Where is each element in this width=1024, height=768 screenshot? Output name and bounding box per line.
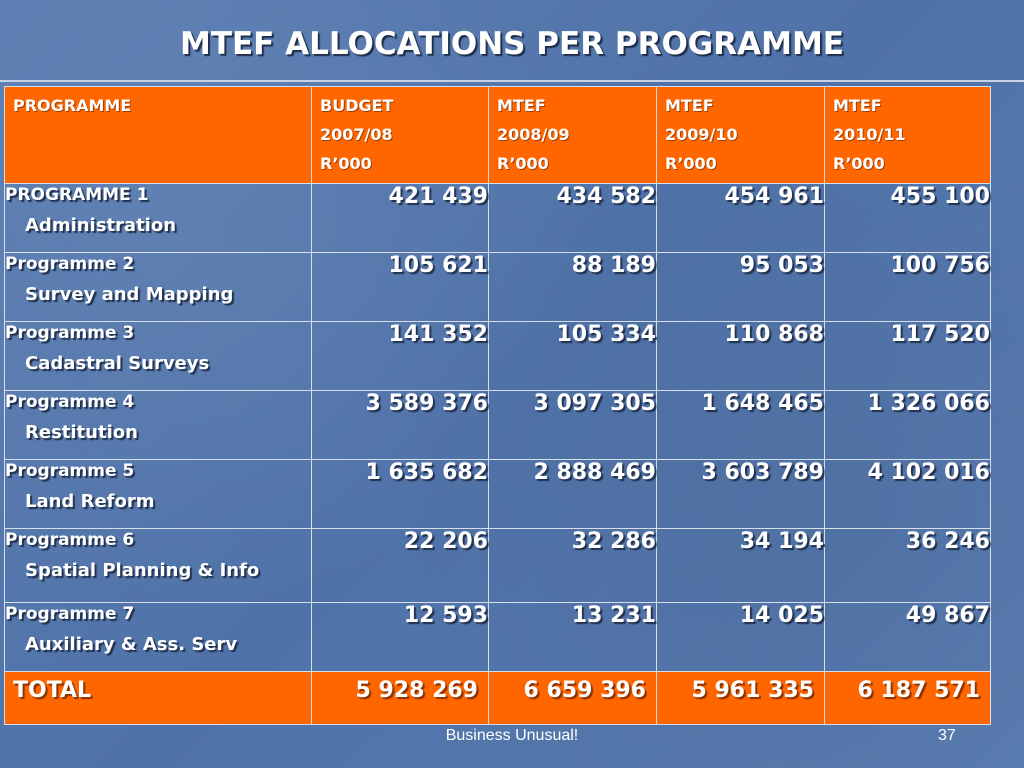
value-cell: 434 582 (488, 183, 657, 253)
programme-description: Restitution (25, 422, 138, 443)
total-value-cell: 6 659 396 (488, 671, 657, 725)
header-line: R’000 (665, 154, 717, 173)
value-cell: 3 589 376 (311, 390, 489, 460)
header-programme: PROGRAMME (4, 86, 312, 184)
value-cell: 12 593 (311, 602, 489, 672)
header-line: MTEF (665, 96, 714, 115)
header-line: 2009/10 (665, 125, 738, 144)
value-cell: 100 756 (824, 252, 991, 322)
table-row: Programme 3 Cadastral Surveys 141 352 10… (4, 321, 991, 391)
programme-name: Programme 3 (5, 323, 135, 343)
total-value-cell: 5 928 269 (311, 671, 489, 725)
header-line: BUDGET (320, 96, 394, 115)
value-cell: 1 635 682 (311, 459, 489, 529)
value-cell: 49 867 (824, 602, 991, 672)
value-cell: 1 326 066 (824, 390, 991, 460)
value-cell: 88 189 (488, 252, 657, 322)
value-cell: 4 102 016 (824, 459, 991, 529)
table-row: PROGRAMME 1 Administration 421 439 434 5… (4, 183, 991, 253)
value-cell: 421 439 (311, 183, 489, 253)
programme-description: Cadastral Surveys (25, 353, 210, 374)
total-value-cell: 5 961 335 (656, 671, 825, 725)
value-cell: 13 231 (488, 602, 657, 672)
programme-description: Survey and Mapping (25, 284, 234, 305)
programme-name: Programme 2 (5, 254, 135, 274)
value-cell: 36 246 (824, 528, 991, 603)
value-cell: 22 206 (311, 528, 489, 603)
header-line: R’000 (833, 154, 885, 173)
table-row: Programme 6 Spatial Planning & Info 22 2… (4, 528, 991, 603)
programme-cell: Programme 7 Auxiliary & Ass. Serv (4, 602, 312, 672)
header-line: MTEF (833, 96, 882, 115)
programme-name: Programme 6 (5, 530, 135, 550)
header-line: R’000 (320, 154, 372, 173)
programme-cell: Programme 6 Spatial Planning & Info (4, 528, 312, 603)
page-number: 37 (938, 727, 956, 744)
value-cell: 3 603 789 (656, 459, 825, 529)
table-row: Programme 4 Restitution 3 589 376 3 097 … (4, 390, 991, 460)
total-value-cell: 6 187 571 (824, 671, 991, 725)
programme-name: Programme 7 (5, 604, 135, 624)
header-mtef-2008-09: MTEF 2008/09 R’000 (488, 86, 657, 184)
programme-description: Administration (25, 215, 177, 236)
programme-description: Land Reform (25, 491, 155, 512)
programme-name: Programme 5 (5, 461, 135, 481)
programme-cell: Programme 5 Land Reform (4, 459, 312, 529)
programme-cell: Programme 4 Restitution (4, 390, 312, 460)
allocations-table: PROGRAMME BUDGET 2007/08 R’000 MTEF 2008… (4, 86, 991, 725)
header-budget-2007-08: BUDGET 2007/08 R’000 (311, 86, 489, 184)
value-cell: 105 334 (488, 321, 657, 391)
footer-text: Business Unusual! (445, 727, 579, 744)
slide-title: MTEF ALLOCATIONS PER PROGRAMME (179, 26, 844, 62)
header-line: 2010/11 (833, 125, 906, 144)
value-cell: 2 888 469 (488, 459, 657, 529)
value-cell: 454 961 (656, 183, 825, 253)
programme-description: Spatial Planning & Info (25, 560, 260, 581)
programme-description: Auxiliary & Ass. Serv (25, 634, 238, 655)
value-cell: 141 352 (311, 321, 489, 391)
total-row: TOTAL 5 928 269 6 659 396 5 961 335 6 18… (4, 671, 991, 725)
table-header-row: PROGRAMME BUDGET 2007/08 R’000 MTEF 2008… (4, 86, 991, 184)
header-line: R’000 (497, 154, 549, 173)
header-mtef-2009-10: MTEF 2009/10 R’000 (656, 86, 825, 184)
header-line: 2008/09 (497, 125, 570, 144)
value-cell: 110 868 (656, 321, 825, 391)
programme-cell: Programme 3 Cadastral Surveys (4, 321, 312, 391)
value-cell: 105 621 (311, 252, 489, 322)
table-row: Programme 7 Auxiliary & Ass. Serv 12 593… (4, 602, 991, 672)
value-cell: 1 648 465 (656, 390, 825, 460)
title-divider (0, 80, 1024, 82)
value-cell: 14 025 (656, 602, 825, 672)
value-cell: 95 053 (656, 252, 825, 322)
programme-cell: Programme 2 Survey and Mapping (4, 252, 312, 322)
value-cell: 455 100 (824, 183, 991, 253)
table-row: Programme 2 Survey and Mapping 105 621 8… (4, 252, 991, 322)
total-label: TOTAL (4, 671, 312, 725)
header-line: PROGRAMME (13, 96, 132, 115)
value-cell: 34 194 (656, 528, 825, 603)
programme-cell: PROGRAMME 1 Administration (4, 183, 312, 253)
programme-name: Programme 4 (5, 392, 135, 412)
header-mtef-2010-11: MTEF 2010/11 R’000 (824, 86, 991, 184)
value-cell: 117 520 (824, 321, 991, 391)
header-line: 2007/08 (320, 125, 393, 144)
header-line: MTEF (497, 96, 546, 115)
table-row: Programme 5 Land Reform 1 635 682 2 888 … (4, 459, 991, 529)
value-cell: 3 097 305 (488, 390, 657, 460)
value-cell: 32 286 (488, 528, 657, 603)
programme-name: PROGRAMME 1 (5, 185, 149, 205)
